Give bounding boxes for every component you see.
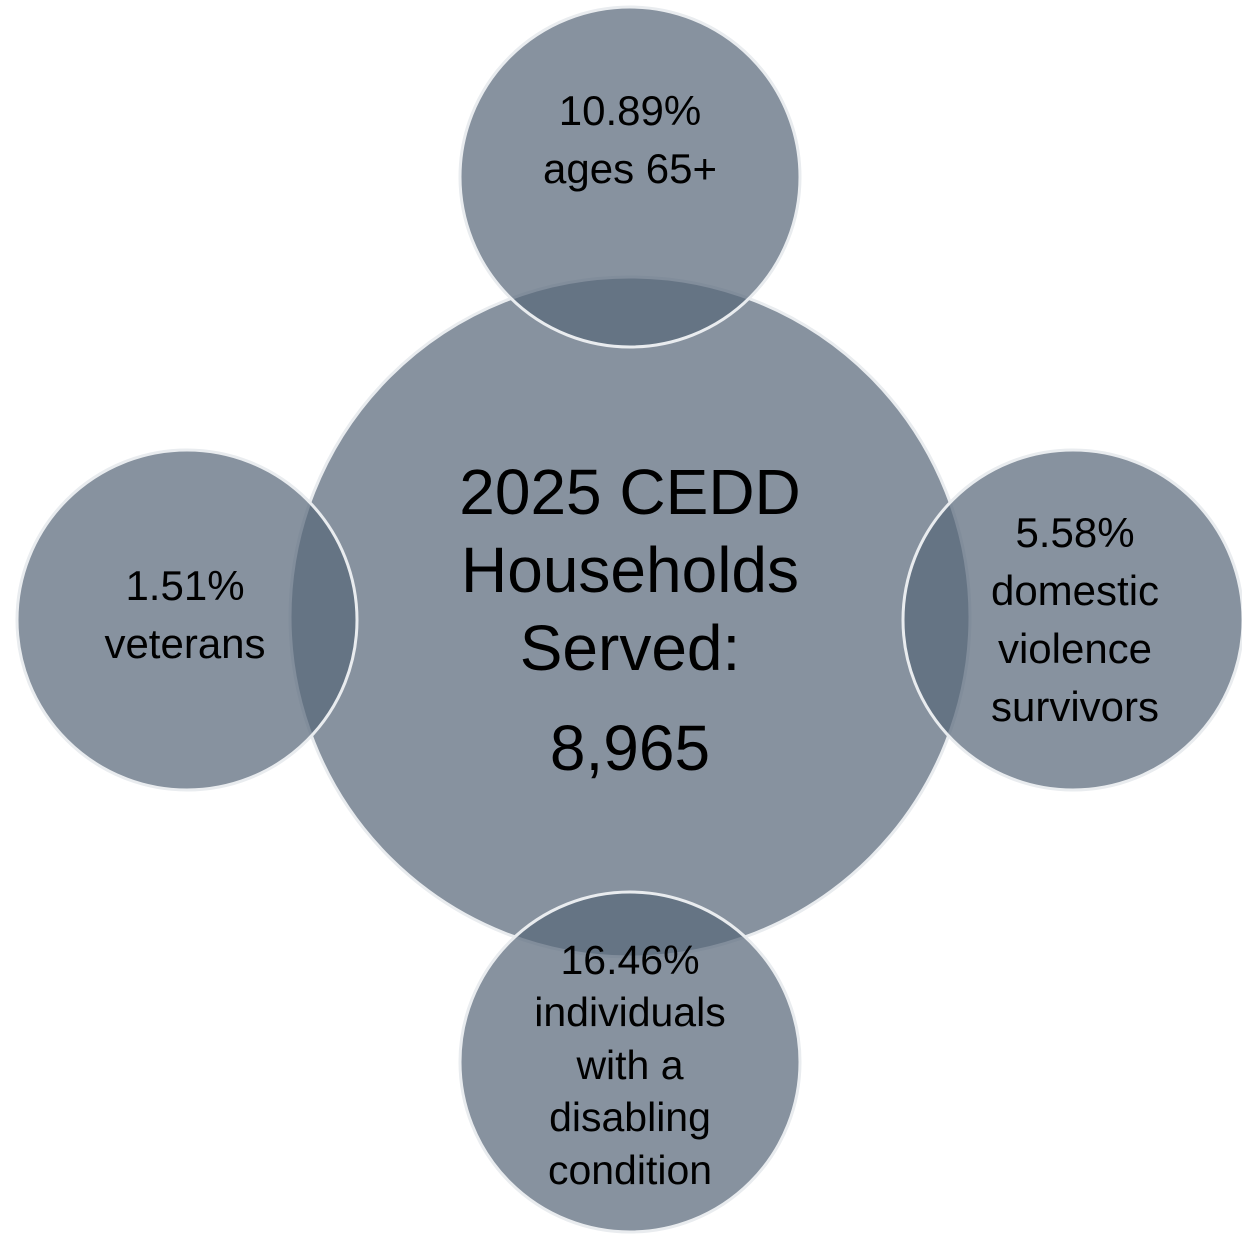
bottom-text-line1: individuals [534, 989, 726, 1036]
left-circle [15, 448, 359, 792]
center-title-line1: 2025 CEDD [459, 455, 801, 528]
right-label: 5.58% domestic violence survivors [940, 500, 1210, 740]
bottom-text-line2: with a [576, 1041, 684, 1088]
top-percent: 10.89% [558, 87, 702, 135]
bottom-text-line3: disabling [549, 1094, 711, 1141]
left-label: 1.51% veterans [60, 555, 310, 675]
right-text-line3: survivors [990, 682, 1160, 730]
center-label: 2025 CEDD Households Served: 8,965 [380, 440, 880, 800]
bottom-circle [458, 890, 802, 1234]
top-label: 10.89% ages 65+ [480, 80, 780, 200]
center-title-line2: Households [461, 533, 799, 606]
center-title-line3: Served: [519, 612, 741, 684]
top-text: ages 65+ [543, 145, 717, 192]
left-percent: 1.51% [125, 562, 245, 610]
households-served-value: 8,965 [549, 712, 711, 785]
right-text-line1: domestic [990, 567, 1160, 615]
right-text-line2: violence [997, 625, 1153, 672]
top-circle [458, 5, 802, 349]
bottom-label: 16.46% individuals with a disabling cond… [480, 930, 780, 1200]
right-circle [901, 448, 1242, 792]
bottom-text-line4: condition [547, 1146, 713, 1193]
right-percent: 5.58% [1015, 509, 1135, 557]
left-text: veterans [104, 620, 266, 667]
bottom-percent: 16.46% [560, 936, 700, 983]
